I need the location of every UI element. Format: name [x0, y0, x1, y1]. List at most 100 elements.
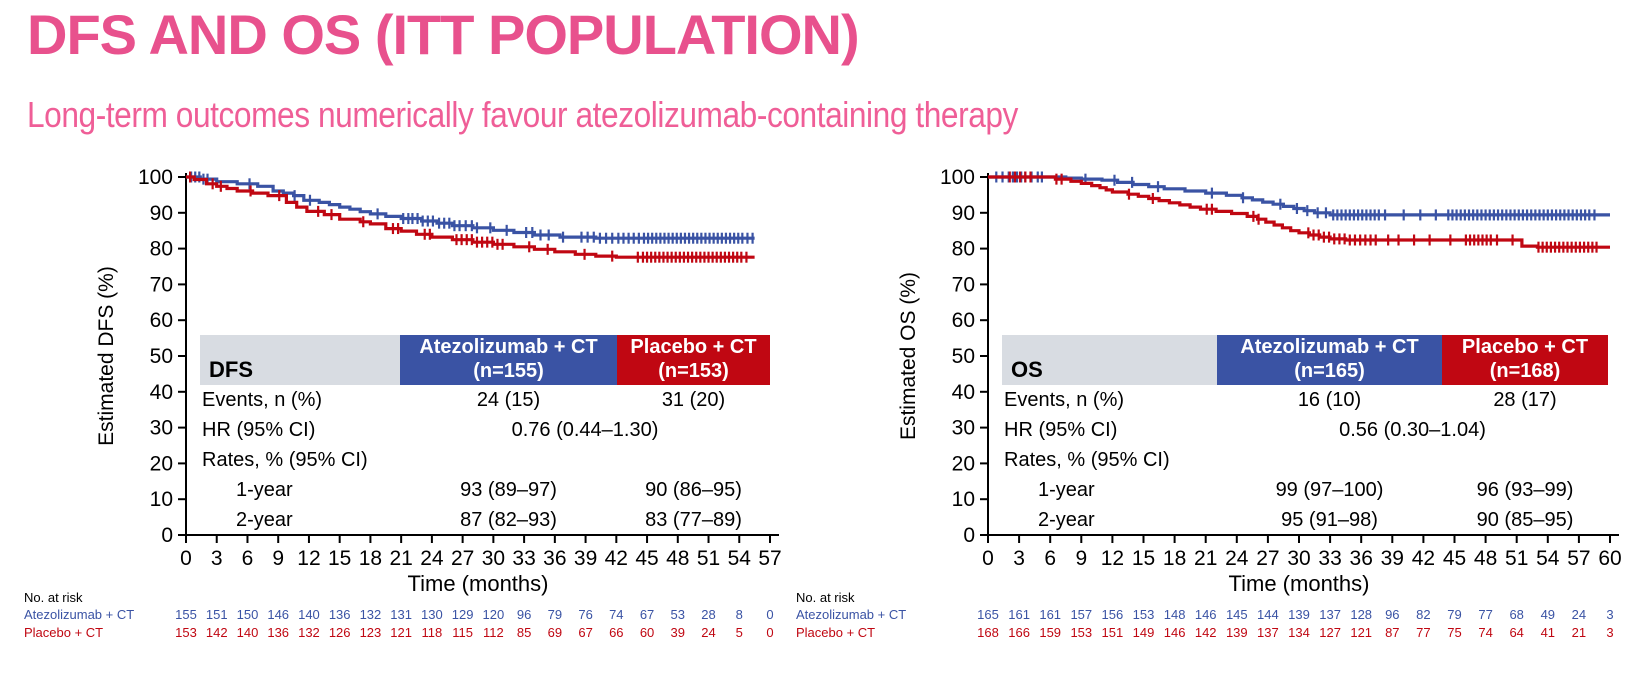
at-risk-value: 21 — [1572, 625, 1586, 640]
y-tick-label: 70 — [952, 273, 975, 296]
y-tick-label: 0 — [963, 524, 975, 547]
at-risk-value: 66 — [609, 625, 623, 640]
y-axis — [178, 173, 187, 536]
at-risk-value: 166 — [1008, 625, 1030, 640]
stats-row-value: 87 (82–93) — [460, 508, 557, 531]
censor-ticks-atezolizumab-ct — [190, 171, 754, 244]
stats-row-label: Rates, % (95% CI) — [1004, 448, 1170, 471]
at-risk-value: 85 — [517, 625, 531, 640]
x-tick-label: 30 — [482, 547, 505, 570]
y-axis — [980, 173, 989, 536]
stats-table-row: Events, n (%) 16 (10) 28 (17) — [1002, 385, 1608, 415]
stats-row-value-span: 0.76 (0.44–1.30) — [511, 418, 659, 441]
at-risk-value: 82 — [1416, 607, 1430, 622]
at-risk-value: 87 — [1385, 625, 1399, 640]
x-tick-label: 0 — [180, 547, 192, 570]
y-tick-label: 90 — [150, 202, 173, 225]
at-risk-value: 131 — [390, 607, 412, 622]
stats-row-label: HR (95% CI) — [202, 418, 316, 441]
at-risk-arm-label: Placebo + CT — [796, 625, 875, 640]
y-tick-label: 40 — [952, 381, 975, 404]
at-risk-value: 3 — [1606, 607, 1613, 622]
x-tick-label: 36 — [543, 547, 566, 570]
stats-table-row: 2-year 87 (82–93) 83 (77–89) — [200, 505, 770, 535]
at-risk-value: 115 — [452, 625, 473, 640]
y-tick-label: 30 — [952, 417, 975, 440]
stats-row-label: HR (95% CI) — [1004, 418, 1118, 441]
x-tick-label: 21 — [1194, 547, 1217, 570]
y-tick-label: 20 — [150, 452, 173, 475]
x-tick-label: 15 — [328, 547, 351, 570]
at-risk-value: 121 — [1350, 625, 1372, 640]
stats-table-header: DFS Atezolizumab + CT (n=155) Placebo + CT(… — [200, 335, 770, 385]
at-risk-value: 126 — [329, 625, 351, 640]
at-risk-value: 0 — [766, 625, 773, 640]
x-tick-label: 9 — [272, 547, 284, 570]
at-risk-value: 128 — [1350, 607, 1372, 622]
y-tick-label: 90 — [952, 202, 975, 225]
at-risk-arm-label: Placebo + CT — [24, 625, 103, 640]
at-risk-value: 41 — [1541, 625, 1555, 640]
at-risk-value: 146 — [1164, 625, 1186, 640]
y-tick-label: 0 — [161, 524, 173, 547]
at-risk-value: 74 — [1478, 625, 1492, 640]
x-tick-label: 54 — [1536, 547, 1560, 570]
at-risk-value: 74 — [609, 607, 623, 622]
page-subtitle: Long-term outcomes numerically favour at… — [27, 94, 1018, 135]
at-risk-table: No. at risk Atezolizumab + CT 165 161 161 157… — [796, 590, 1614, 640]
at-risk-value: 68 — [1509, 607, 1523, 622]
at-risk-value: 144 — [1257, 607, 1279, 622]
endpoint-label: DFS — [200, 335, 400, 385]
at-risk-value: 77 — [1478, 607, 1492, 622]
stats-row-label: 1-year — [1038, 478, 1095, 501]
censor-ticks-placebo-ct — [188, 171, 748, 263]
at-risk-value: 137 — [1257, 625, 1279, 640]
at-risk-value: 64 — [1509, 625, 1523, 640]
x-tick-label: 30 — [1287, 547, 1310, 570]
y-axis-title: Estimated DFS (%) — [95, 266, 118, 446]
km-curve-placebo-ct — [988, 175, 1610, 249]
x-tick-label: 3 — [1013, 547, 1025, 570]
at-risk-value: 8 — [736, 607, 743, 622]
stats-row-label: 2-year — [236, 508, 293, 531]
at-risk-value: 146 — [267, 607, 289, 622]
endpoint-label: OS — [1002, 335, 1217, 385]
at-risk-value: 140 — [237, 625, 259, 640]
x-tick-label: 0 — [982, 547, 994, 570]
y-tick-label: 50 — [150, 345, 173, 368]
at-risk-value: 67 — [578, 625, 592, 640]
at-risk-value: 134 — [1288, 625, 1310, 640]
y-tick-label: 80 — [150, 238, 173, 261]
at-risk-value: 165 — [977, 607, 999, 622]
at-risk-value: 129 — [452, 607, 474, 622]
stats-row-value: 93 (89–97) — [460, 478, 557, 501]
at-risk-table: No. at risk Atezolizumab + CT 155 151 150 146… — [24, 590, 774, 640]
x-tick-label: 51 — [1505, 547, 1528, 570]
at-risk-value: 0 — [766, 607, 773, 622]
at-risk-value: 79 — [1447, 607, 1461, 622]
y-tick-label: 40 — [150, 381, 173, 404]
at-risk-value: 75 — [1447, 625, 1461, 640]
x-tick-label: 42 — [1412, 547, 1435, 570]
stats-row-label: Events, n (%) — [202, 388, 323, 411]
km-curve-placebo-ct — [186, 175, 755, 259]
at-risk-value: 151 — [1102, 625, 1124, 640]
at-risk-value: 139 — [1288, 607, 1310, 622]
km-curve-atezolizumab-ct — [186, 175, 755, 240]
x-tick-label: 9 — [1075, 547, 1087, 570]
at-risk-value: 157 — [1070, 607, 1092, 622]
at-risk-label: No. at risk — [796, 590, 855, 605]
x-tick-label: 33 — [1318, 547, 1341, 570]
stats-row-value: 24 (15) — [476, 388, 541, 411]
x-tick-label: 60 — [1598, 547, 1621, 570]
at-risk-value: 146 — [1195, 607, 1217, 622]
y-tick-label: 20 — [952, 452, 975, 475]
at-risk-value: 53 — [671, 607, 685, 622]
at-risk-value: 39 — [671, 625, 685, 640]
x-tick-label: 33 — [512, 547, 535, 570]
stats-row-value: 99 (97–100) — [1275, 478, 1384, 501]
stats-table-row: Rates, % (95% CI) — [200, 445, 770, 475]
stats-table-header: OS Atezolizumab + CT (n=165) Placebo + CT (n… — [1002, 335, 1608, 385]
x-axis — [185, 534, 779, 543]
